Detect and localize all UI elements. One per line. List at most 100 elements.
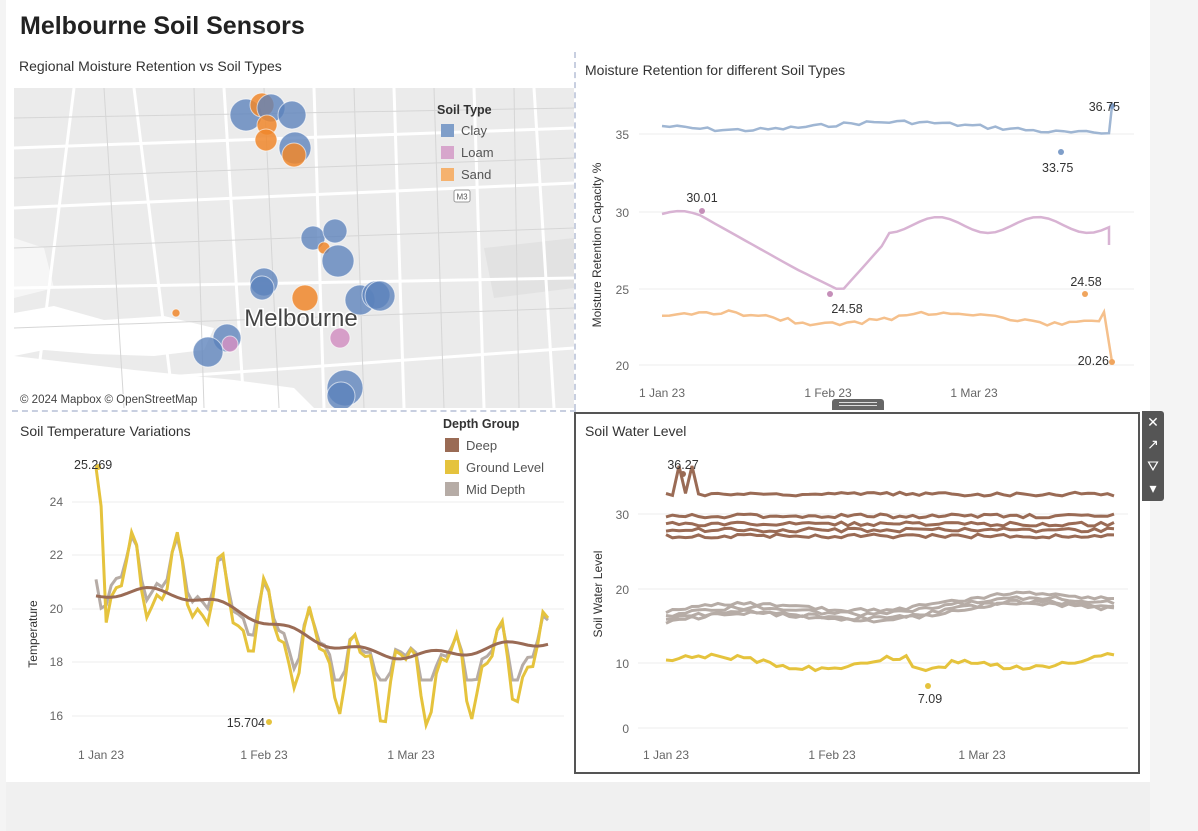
- sensor-bubble-clay[interactable]: [326, 381, 356, 408]
- bottom-strip: [6, 782, 1150, 831]
- temp-xtick-mar: 1 Mar 23: [387, 748, 435, 762]
- sand-max-marker[interactable]: [1082, 291, 1088, 297]
- sand-last-marker[interactable]: [1109, 359, 1115, 365]
- water-ytick-30: 30: [616, 508, 630, 522]
- deep-temp-line[interactable]: [95, 585, 549, 661]
- sensor-bubble-clay[interactable]: [192, 336, 224, 368]
- moisture-ytick-30: 30: [616, 206, 630, 220]
- temp-ytick-16: 16: [50, 709, 64, 723]
- water-deep-line-4[interactable]: [665, 532, 1115, 540]
- moisture-xtick-mar: 1 Mar 23: [950, 386, 998, 400]
- water-panel-selected-frame[interactable]: [574, 412, 1140, 774]
- moisture-xtick-jan: 1 Jan 23: [639, 386, 685, 400]
- map-canvas[interactable]: M3 Melbourne Soil Type Clay Loam Sand © …: [14, 88, 574, 408]
- ground-level-temp-line[interactable]: [94, 467, 550, 731]
- sensor-bubble-loam[interactable]: [221, 335, 239, 353]
- legend-swatch-ground: [445, 460, 459, 474]
- clay-max-label: 36.75: [1089, 100, 1120, 114]
- loam-min-marker[interactable]: [827, 291, 833, 297]
- temp-ytick-20: 20: [50, 602, 64, 616]
- clay-series-line[interactable]: [661, 105, 1114, 135]
- moisture-title: Moisture Retention for different Soil Ty…: [585, 62, 846, 78]
- legend-swatch-sand: [441, 168, 454, 181]
- soil-type-legend-title: Soil Type: [437, 103, 492, 117]
- map-attribution[interactable]: © 2024 Mapbox © OpenStreetMap: [19, 393, 198, 407]
- temp-min-label: 15.704: [227, 716, 265, 730]
- panel-divider-horizontal: [12, 410, 576, 412]
- water-title: Soil Water Level: [585, 423, 687, 439]
- temp-max-marker[interactable]: [95, 464, 101, 470]
- panel-grip-handle[interactable]: [832, 399, 884, 410]
- menu-icon[interactable]: ▾: [1149, 480, 1157, 496]
- depth-legend[interactable]: Depth Group Deep Ground Level Mid Depth: [440, 414, 570, 504]
- water-ytick-10: 10: [616, 657, 630, 671]
- water-deep-line-1[interactable]: [665, 512, 1115, 520]
- temp-xtick-feb: 1 Feb 23: [240, 748, 288, 762]
- sensor-bubble-clay[interactable]: [364, 280, 396, 312]
- temperature-chart[interactable]: Temperature 24 22 20 18 16 1 Jan 23 1 Fe…: [14, 440, 570, 780]
- panel-divider-vertical: [574, 52, 576, 410]
- sensor-bubble-sand[interactable]: [254, 128, 278, 152]
- temp-title: Soil Temperature Variations: [20, 423, 191, 439]
- road-badge: M3: [456, 193, 468, 202]
- sensor-map[interactable]: M3 Melbourne Soil Type Clay Loam Sand © …: [14, 88, 574, 408]
- moisture-ytick-35: 35: [616, 128, 630, 142]
- water-deep-line-2[interactable]: [665, 520, 1115, 528]
- sand-last-label: 20.26: [1078, 354, 1109, 368]
- temp-ytick-22: 22: [50, 548, 64, 562]
- sensor-bubble-clay[interactable]: [249, 275, 275, 301]
- sensor-bubble-clay[interactable]: [322, 218, 348, 244]
- legend-swatch-deep: [445, 438, 459, 452]
- water-deep-line-3[interactable]: [665, 526, 1115, 534]
- close-icon[interactable]: ✕: [1147, 414, 1159, 430]
- water-mid-line-0[interactable]: [665, 590, 1115, 615]
- legend-mid-depth: Mid Depth: [466, 482, 525, 497]
- dashboard-title: Melbourne Soil Sensors: [20, 12, 305, 40]
- sensor-bubble-clay[interactable]: [321, 244, 355, 278]
- sensor-bubble-sand[interactable]: [291, 284, 319, 312]
- sensor-bubble-clay[interactable]: [277, 100, 307, 130]
- moisture-chart[interactable]: Moisture Retention Capacity % 35 30 25 2…: [574, 80, 1150, 402]
- legend-sand: Sand: [461, 167, 491, 182]
- water-xtick-feb: 1 Feb 23: [808, 748, 856, 762]
- temp-min-marker[interactable]: [266, 719, 272, 725]
- city-label: Melbourne: [244, 305, 357, 332]
- water-mid-line-1[interactable]: [665, 595, 1115, 618]
- sand-max-label: 24.58: [1070, 275, 1101, 289]
- sensor-bubble-loam[interactable]: [329, 327, 351, 349]
- water-ylabel: Soil Water Level: [591, 551, 605, 638]
- sand-series-line[interactable]: [661, 308, 1114, 363]
- water-mid-line-3[interactable]: [665, 601, 1115, 625]
- filter-icon[interactable]: ⛛: [1147, 458, 1159, 474]
- water-xtick-jan: 1 Jan 23: [643, 748, 689, 762]
- clay-min-marker[interactable]: [1058, 149, 1064, 155]
- water-ytick-20: 20: [616, 583, 630, 597]
- water-mid-line-2[interactable]: [665, 598, 1115, 622]
- water-deep-line-0[interactable]: [665, 465, 1115, 498]
- mid-depth-temp-line[interactable]: [94, 531, 549, 682]
- temp-xtick-jan: 1 Jan 23: [78, 748, 124, 762]
- map-title: Regional Moisture Retention vs Soil Type…: [19, 58, 282, 74]
- legend-swatch-loam: [441, 146, 454, 159]
- loam-max-marker[interactable]: [699, 208, 705, 214]
- sensor-bubble-sand[interactable]: [171, 308, 181, 318]
- clay-max-marker[interactable]: [1109, 103, 1115, 109]
- moisture-ytick-25: 25: [616, 283, 630, 297]
- legend-swatch-mid: [445, 482, 459, 496]
- loam-min-label: 24.58: [831, 302, 862, 316]
- water-max-label: 36.27: [667, 458, 698, 472]
- loam-series-line[interactable]: [661, 209, 1111, 291]
- water-ytick-0: 0: [622, 722, 629, 736]
- sensor-bubble-sand[interactable]: [281, 142, 307, 168]
- moisture-xtick-feb: 1 Feb 23: [804, 386, 852, 400]
- water-ground-line[interactable]: [665, 652, 1115, 673]
- sensor-bubbles[interactable]: [171, 92, 396, 408]
- water-min-marker[interactable]: [925, 683, 931, 689]
- popout-icon[interactable]: ↗: [1147, 436, 1159, 452]
- water-max-marker[interactable]: [680, 471, 686, 477]
- legend-swatch-clay: [441, 124, 454, 137]
- depth-legend-title-text: Depth Group: [443, 417, 520, 431]
- legend-deep: Deep: [466, 438, 497, 453]
- clay-min-label: 33.75: [1042, 161, 1073, 175]
- water-chart[interactable]: Soil Water Level 30 20 10 0 1 Jan 23 1 F…: [576, 444, 1138, 770]
